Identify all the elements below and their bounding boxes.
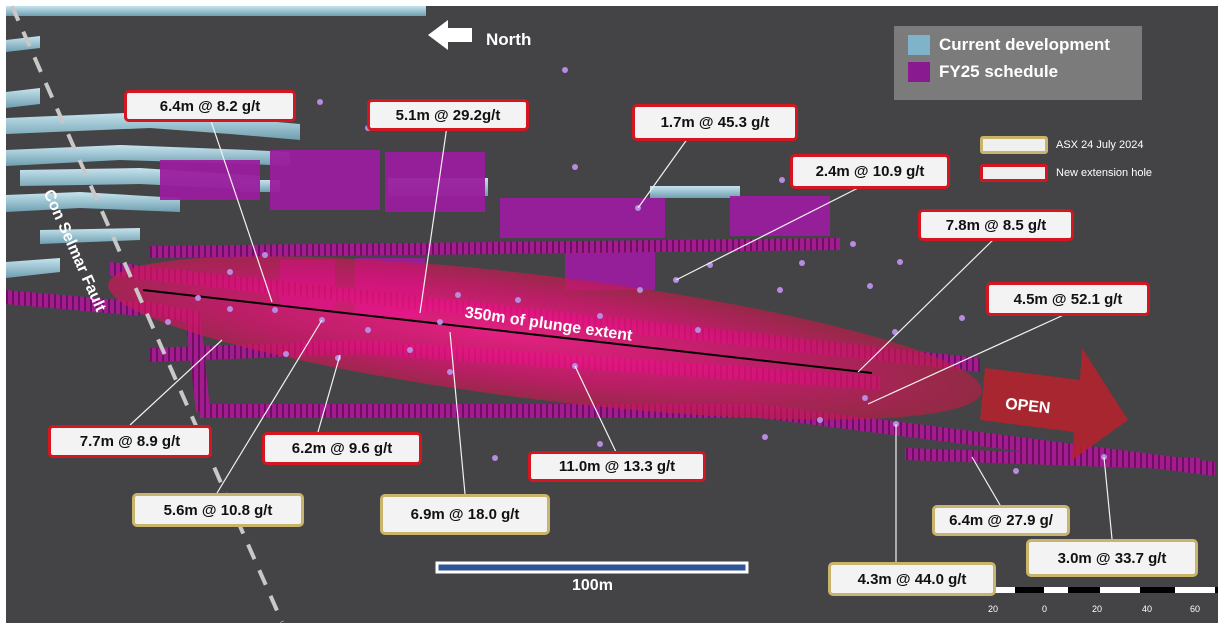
intercept-callout: 7.7m @ 8.9 g/t	[48, 425, 212, 458]
intercept-callout: 5.6m @ 10.8 g/t	[132, 493, 304, 527]
ruler-tick: 20	[1092, 604, 1103, 614]
legend-label: FY25 schedule	[939, 62, 1059, 81]
key-label-asx: ASX 24 July 2024	[1056, 139, 1144, 151]
legend-swatch	[908, 35, 930, 55]
legend-swatch	[908, 62, 930, 82]
intercept-callout: 11.0m @ 13.3 g/t	[528, 451, 706, 482]
intercept-callout: 6.4m @ 27.9 g/	[932, 505, 1070, 536]
legend-item-current-development: Current development	[908, 35, 1110, 55]
key-swatch-new-extension	[980, 164, 1048, 182]
ruler-tick: 40	[1142, 604, 1153, 614]
intercept-callout: 6.2m @ 9.6 g/t	[262, 432, 422, 465]
scale-bar	[435, 561, 749, 574]
intercept-callout: 5.1m @ 29.2g/t	[367, 99, 529, 131]
intercept-callout: 1.7m @ 45.3 g/t	[632, 104, 798, 141]
intercept-callout: 4.3m @ 44.0 g/t	[828, 562, 996, 596]
intercept-callout: 7.8m @ 8.5 g/t	[918, 209, 1074, 241]
legend: Current development FY25 schedule	[894, 26, 1142, 100]
key-label-new-extension: New extension hole	[1056, 167, 1153, 179]
intercept-callout: 6.9m @ 18.0 g/t	[380, 494, 550, 535]
ruler-tick: 20	[988, 604, 999, 614]
scale-ruler	[978, 587, 1218, 593]
open-arrow-icon	[980, 348, 1128, 460]
north-label: North	[486, 30, 532, 49]
intercept-callout: 2.4m @ 10.9 g/t	[790, 154, 950, 189]
intercept-callout: 6.4m @ 8.2 g/t	[124, 90, 296, 122]
north-arrow-icon	[428, 20, 472, 50]
plunge-extent-line	[142, 289, 873, 374]
key-swatch-asx	[980, 136, 1048, 154]
intercept-callout: 3.0m @ 33.7 g/t	[1026, 539, 1198, 577]
legend-item-fy25-schedule: FY25 schedule	[908, 62, 1058, 82]
callout-leader-lines	[129, 117, 1113, 562]
ruler-tick: 0	[1042, 604, 1048, 614]
scale-label: 100m	[572, 577, 613, 594]
intercept-callout: 4.5m @ 52.1 g/t	[986, 282, 1150, 316]
ruler-tick: 60	[1190, 604, 1201, 614]
mineralised-zone	[108, 256, 982, 420]
legend-label: Current development	[939, 35, 1110, 54]
